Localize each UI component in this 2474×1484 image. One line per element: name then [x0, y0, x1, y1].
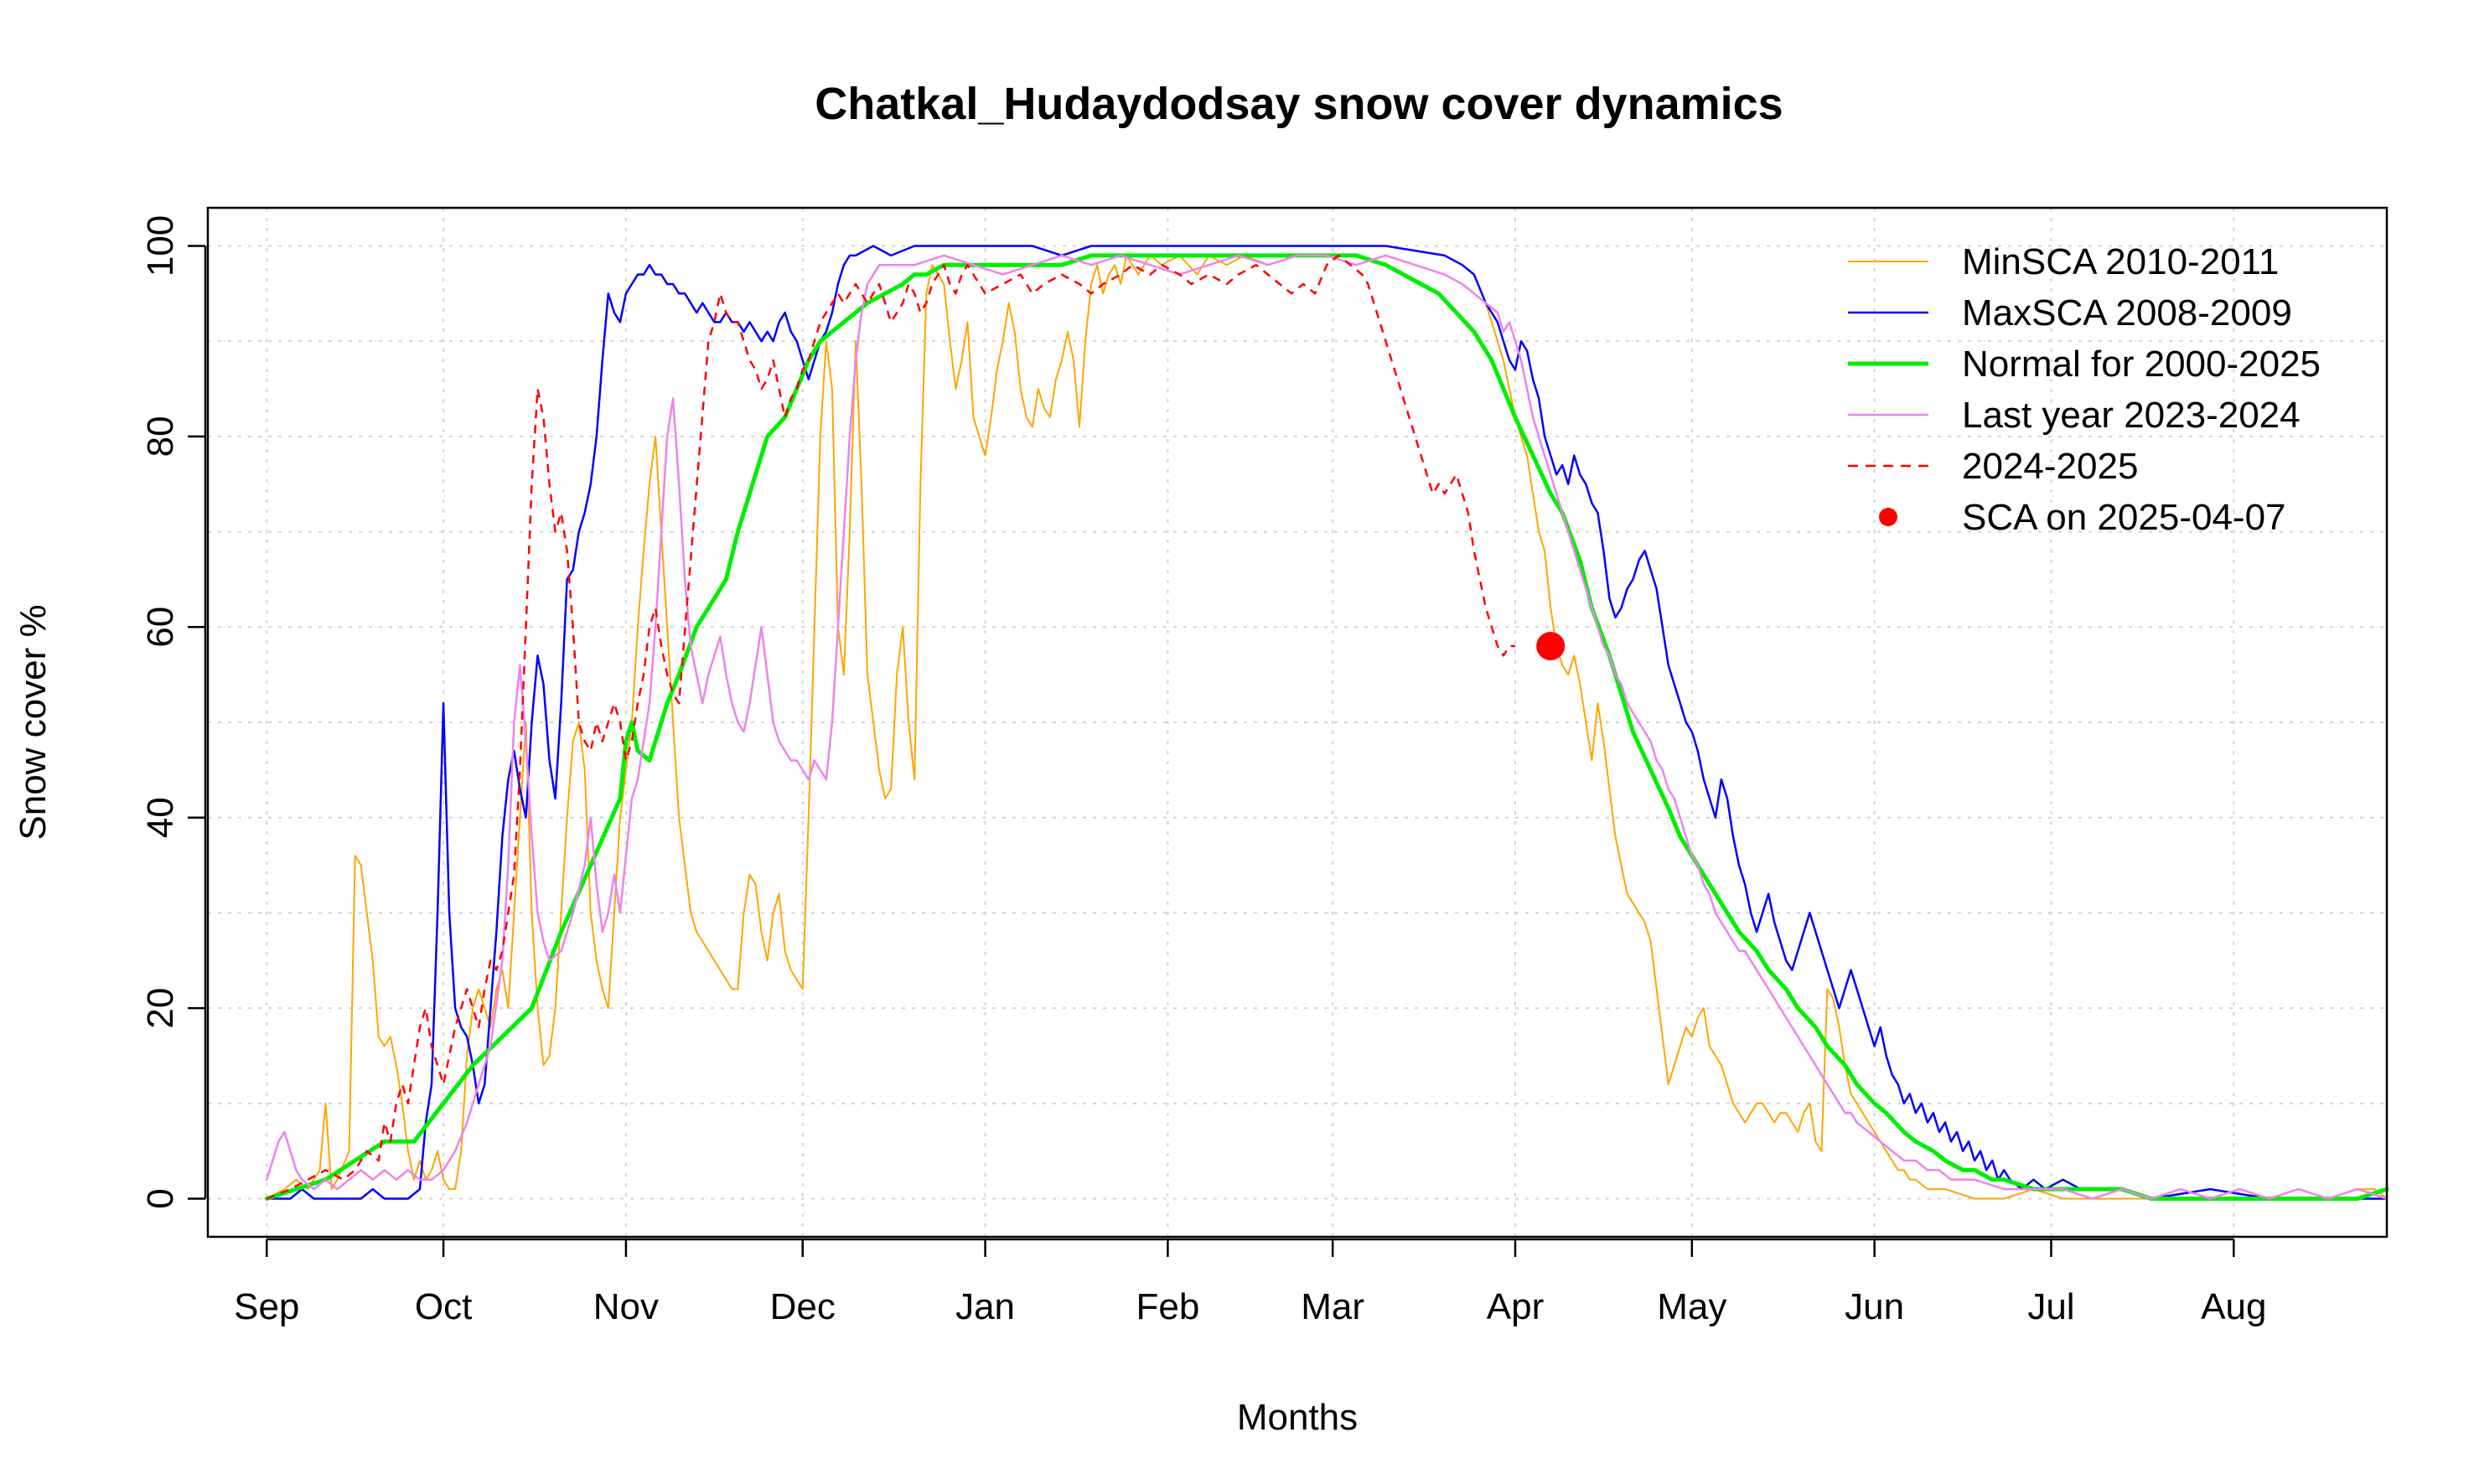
series-line-minsca-2010-2011	[266, 254, 2388, 1200]
x-tick-label: Sep	[234, 1286, 299, 1327]
x-tick-label: Apr	[1487, 1286, 1544, 1327]
sca-point-sca-on-2025-04-07	[1536, 632, 1566, 661]
legend-swatch-sca-on-2025-04-07	[1879, 508, 1897, 526]
x-axis: Sep Oct Nov Dec Jan Feb Mar Apr May Jun Jul Aug	[234, 1238, 2266, 1327]
y-tick-label: 60	[140, 607, 181, 648]
x-tick-label: Oct	[415, 1286, 472, 1327]
y-axis: 0 20 40 60 80 100	[140, 215, 207, 1209]
series-line-normal-for-2000-2025	[264, 253, 2389, 1201]
x-axis-label: Months	[1237, 1397, 1358, 1438]
series-line-last-year-2023-2024	[266, 254, 2389, 1200]
plot-frame	[206, 206, 2389, 1238]
x-tick-label: Jan	[955, 1286, 1015, 1327]
x-tick-label: Dec	[770, 1286, 836, 1327]
x-tick-label: Jun	[1845, 1286, 1904, 1327]
legend: MinSCA 2010-2011 MaxSCA 2008-2009 Normal f…	[1848, 241, 2321, 538]
grid-layer	[208, 208, 2387, 1237]
legend-label-maxsca-2008-2009: MaxSCA 2008-2009	[1962, 292, 2292, 334]
y-tick-label: 40	[140, 797, 181, 838]
y-tick-label: 100	[140, 215, 181, 277]
y-tick-label: 20	[140, 988, 181, 1029]
x-tick-label: May	[1657, 1286, 1726, 1327]
y-tick-label: 0	[140, 1188, 181, 1208]
y-axis-label: Snow cover %	[13, 604, 54, 840]
series-layer	[264, 245, 2389, 1201]
legend-label-2024-2025: 2024-2025	[1962, 446, 2138, 487]
x-tick-label: Mar	[1301, 1286, 1364, 1327]
legend-label-normal-for-2000-2025: Normal for 2000-2025	[1962, 344, 2321, 385]
legend-label-minsca-2010-2011: MinSCA 2010-2011	[1962, 241, 2279, 282]
legend-label-sca-on-2025-04-07: SCA on 2025-04-07	[1962, 497, 2286, 538]
y-tick-label: 80	[140, 416, 181, 457]
x-tick-label: Feb	[1136, 1286, 1199, 1327]
x-tick-label: Nov	[593, 1286, 659, 1327]
x-tick-label: Jul	[2027, 1286, 2074, 1327]
chart-title: Chatkal_Hudaydodsay snow cover dynamics	[815, 79, 1783, 129]
x-tick-label: Aug	[2201, 1286, 2266, 1327]
legend-label-last-year-2023-2024: Last year 2023-2024	[1962, 395, 2301, 436]
